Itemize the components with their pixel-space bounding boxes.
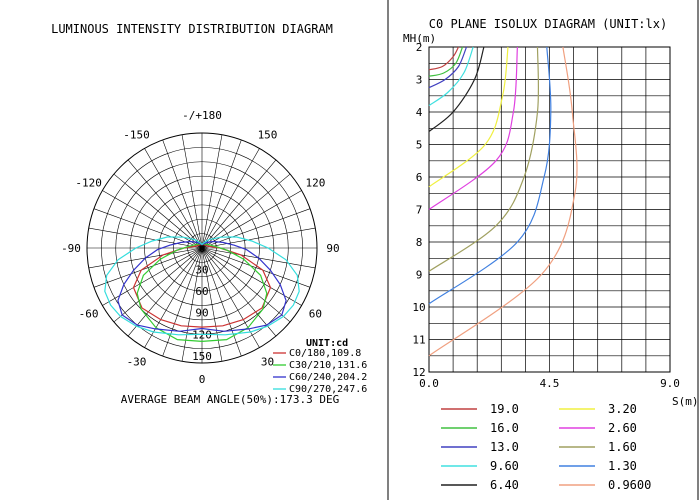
- isolux-contour-6: [428, 46, 518, 210]
- polar-spoke: [201, 247, 242, 357]
- isolux-y-tick: 4: [416, 106, 423, 119]
- polar-angle-label: -90: [61, 242, 81, 255]
- polar-angle-label: -60: [79, 308, 99, 321]
- polar-angle-label: -/+180: [182, 109, 222, 122]
- polar-chart-title: LUMINOUS INTENSITY DISTRIBUTION DIAGRAM: [51, 22, 333, 36]
- polar-spoke: [201, 247, 223, 362]
- polar-angle-label: -150: [123, 129, 150, 142]
- polar-spoke: [201, 247, 291, 323]
- isolux-x-tick: 9.0: [660, 377, 680, 390]
- isolux-y-axis-label: MH(m): [403, 32, 436, 45]
- polar-legend-entry: C60/240,204.2: [289, 372, 367, 383]
- polar-spoke: [181, 134, 203, 249]
- polar-series-3: [104, 236, 300, 336]
- polar-center-label: 0: [199, 242, 206, 255]
- isolux-chart: 2 3 4 5 6 7 8 9 10 11 120.0 4.5 9.0 MH(m) S(m): [403, 32, 699, 408]
- polar-spoke: [144, 247, 203, 348]
- polar-spoke: [93, 247, 203, 288]
- isolux-y-tick: 10: [412, 301, 425, 314]
- polar-angle-label: 120: [305, 177, 325, 190]
- isolux-y-tick: 6: [416, 171, 423, 184]
- isolux-contour-5: [428, 46, 509, 188]
- isolux-legend-entry: 13.0: [490, 440, 519, 454]
- polar-spoke: [201, 227, 316, 249]
- polar-angle-label: 30: [261, 355, 274, 368]
- isolux-contour-4: [428, 46, 485, 132]
- polar-spoke: [93, 208, 203, 249]
- isolux-y-tick: 11: [412, 334, 425, 347]
- isolux-legend-entry: 3.20: [608, 402, 637, 416]
- isolux-contour-1: [428, 46, 464, 77]
- polar-legend: UNIT:cdC0/180,109.8C30/210,131.6C60/240,…: [273, 338, 367, 395]
- polar-radial-tick: 60: [195, 285, 208, 298]
- polar-spoke: [88, 227, 203, 249]
- polar-spoke: [181, 247, 203, 362]
- polar-spoke: [113, 173, 203, 249]
- isolux-chart-title: C0 PLANE ISOLUX DIAGRAM (UNIT:lx): [429, 17, 667, 31]
- polar-spoke: [127, 159, 203, 249]
- polar-angle-label: 0: [199, 373, 206, 386]
- isolux-legend-entry: 16.0: [490, 421, 519, 435]
- isolux-legend-entry: 1.30: [608, 459, 637, 473]
- isolux-y-tick: 9: [416, 269, 423, 282]
- isolux-legend: 19.0 16.0 13.0 9.60 6.40 3.20 2.60 1.60 1.30 0.96…: [441, 402, 651, 492]
- polar-spoke: [201, 247, 311, 288]
- polar-radial-tick: 30: [195, 264, 208, 277]
- polar-spoke: [113, 247, 203, 323]
- isolux-contour-8: [428, 46, 552, 305]
- polar-series-1: [136, 243, 268, 343]
- polar-unit-label: UNIT:cd: [306, 338, 348, 349]
- polar-spoke: [201, 139, 242, 249]
- polar-spoke: [127, 247, 203, 337]
- polar-series-0: [132, 243, 272, 328]
- isolux-contour-2: [428, 46, 468, 89]
- beam-angle-text: AVERAGE BEAM ANGLE(50%):173.3 DEG: [121, 393, 340, 406]
- polar-spoke: [201, 208, 311, 249]
- isolux-legend-entry: 6.40: [490, 478, 519, 492]
- polar-spoke: [144, 148, 203, 249]
- polar-spoke: [201, 148, 260, 249]
- polar-spoke: [201, 190, 302, 249]
- isolux-frame: [428, 46, 671, 373]
- polar-spoke: [162, 139, 203, 249]
- isolux-contour-9: [428, 46, 578, 357]
- isolux-contour-3: [428, 46, 474, 106]
- isolux-legend-entry: 19.0: [490, 402, 519, 416]
- isolux-x-tick: 0.0: [419, 377, 439, 390]
- isolux-y-tick: 8: [416, 236, 423, 249]
- isolux-contour-0: [428, 46, 460, 71]
- polar-radial-tick: 90: [195, 307, 208, 320]
- polar-legend-entry: C30/210,131.6: [289, 360, 367, 371]
- polar-spoke: [102, 190, 203, 249]
- polar-spoke: [201, 134, 223, 249]
- polar-spoke: [201, 159, 277, 249]
- polar-series-2: [117, 240, 287, 332]
- polar-angle-label: -30: [127, 355, 147, 368]
- isolux-y-tick: 12: [412, 366, 425, 379]
- isolux-legend-entry: 0.9600: [608, 478, 651, 492]
- polar-angle-label: 60: [309, 308, 322, 321]
- polar-angle-label: 150: [258, 129, 278, 142]
- isolux-legend-entry: 9.60: [490, 459, 519, 473]
- isolux-y-tick: 7: [416, 204, 423, 217]
- polar-radial-tick: 150: [192, 350, 212, 363]
- isolux-y-tick: 3: [416, 74, 423, 87]
- isolux-legend-entry: 1.60: [608, 440, 637, 454]
- polar-spoke: [201, 173, 291, 249]
- isolux-contour-7: [428, 46, 540, 272]
- isolux-legend-entry: 2.60: [608, 421, 637, 435]
- isolux-y-tick: 5: [416, 139, 423, 152]
- isolux-x-axis-label: S(m): [672, 395, 699, 408]
- polar-chart: -/+180 -150 150 -120 120 -90 90 -60 60 -30 30 0 30 60…: [61, 109, 340, 386]
- polar-legend-entry: C90/270,247.6: [289, 384, 367, 395]
- polar-angle-label: -120: [75, 177, 102, 190]
- polar-angle-label: 90: [326, 242, 339, 255]
- isolux-y-tick: 2: [416, 41, 423, 54]
- polar-spoke: [201, 247, 260, 348]
- polar-legend-entry: C0/180,109.8: [289, 348, 361, 359]
- polar-spoke: [162, 247, 203, 357]
- polar-spoke: [201, 247, 277, 337]
- isolux-x-tick: 4.5: [540, 377, 560, 390]
